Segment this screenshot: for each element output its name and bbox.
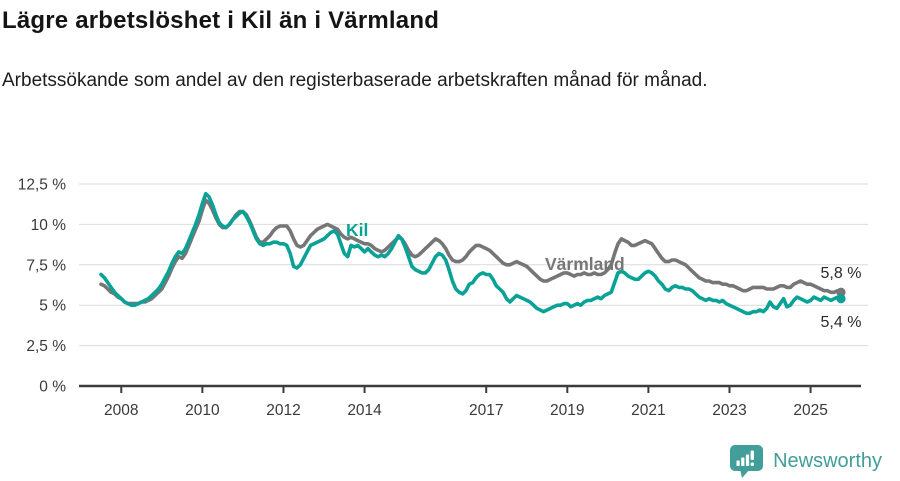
series-label-varmland: Värmland — [545, 254, 625, 274]
y-axis-tick-label: 5 % — [39, 298, 66, 315]
chart-subtitle: Arbetssökande som andel av den registerb… — [2, 70, 708, 91]
x-axis-tick-label: 2017 — [469, 402, 503, 419]
y-axis-tick-label: 2,5 % — [26, 338, 66, 355]
axis-layer: 0 % 2,5 % 5 % 7,5 % 10 % 12,5 % 2008 2010 2012 20… — [18, 177, 861, 419]
y-axis-tick-label: 7,5 % — [26, 257, 66, 274]
x-axis-tick-label: 2023 — [712, 402, 746, 419]
series-layer — [99, 191, 846, 316]
chart-page: Lägre arbetslöshet i Kil än i Värmland A… — [0, 7, 900, 481]
x-axis-tick-label: 2019 — [550, 402, 584, 419]
varmland-end-dot — [836, 287, 846, 297]
y-axis-tick-label: 0 % — [39, 379, 66, 396]
end-value-label-kil: 5,4 % — [821, 314, 862, 331]
newsworthy-logo-icon — [730, 445, 764, 478]
x-axis-tick-label: 2010 — [185, 402, 220, 419]
kil-line — [99, 191, 843, 316]
x-axis-tick-label: 2021 — [631, 402, 665, 419]
grid-layer — [79, 183, 868, 347]
end-value-label-varmland: 5,8 % — [821, 265, 862, 282]
x-axis-tick-label: 2025 — [793, 402, 827, 419]
varmland-line — [99, 198, 843, 306]
y-axis-tick-label: 10 % — [31, 217, 67, 234]
newsworthy-logo-text: Newsworthy — [773, 449, 882, 472]
kil-end-dot — [836, 294, 846, 304]
x-axis-tick-label: 2008 — [104, 402, 138, 419]
unemployment-line-chart: 0 % 2,5 % 5 % 7,5 % 10 % 12,5 % 2008 2010 2012 20… — [18, 177, 868, 419]
x-axis-tick-label: 2014 — [347, 402, 382, 419]
chart-title: Lägre arbetslöshet i Kil än i Värmland — [2, 7, 440, 34]
x-axis-tick-label: 2012 — [266, 402, 300, 419]
y-axis-tick-label: 12,5 % — [18, 177, 66, 194]
series-label-kil: Kil — [346, 220, 368, 240]
newsworthy-logo[interactable]: Newsworthy — [729, 444, 882, 478]
